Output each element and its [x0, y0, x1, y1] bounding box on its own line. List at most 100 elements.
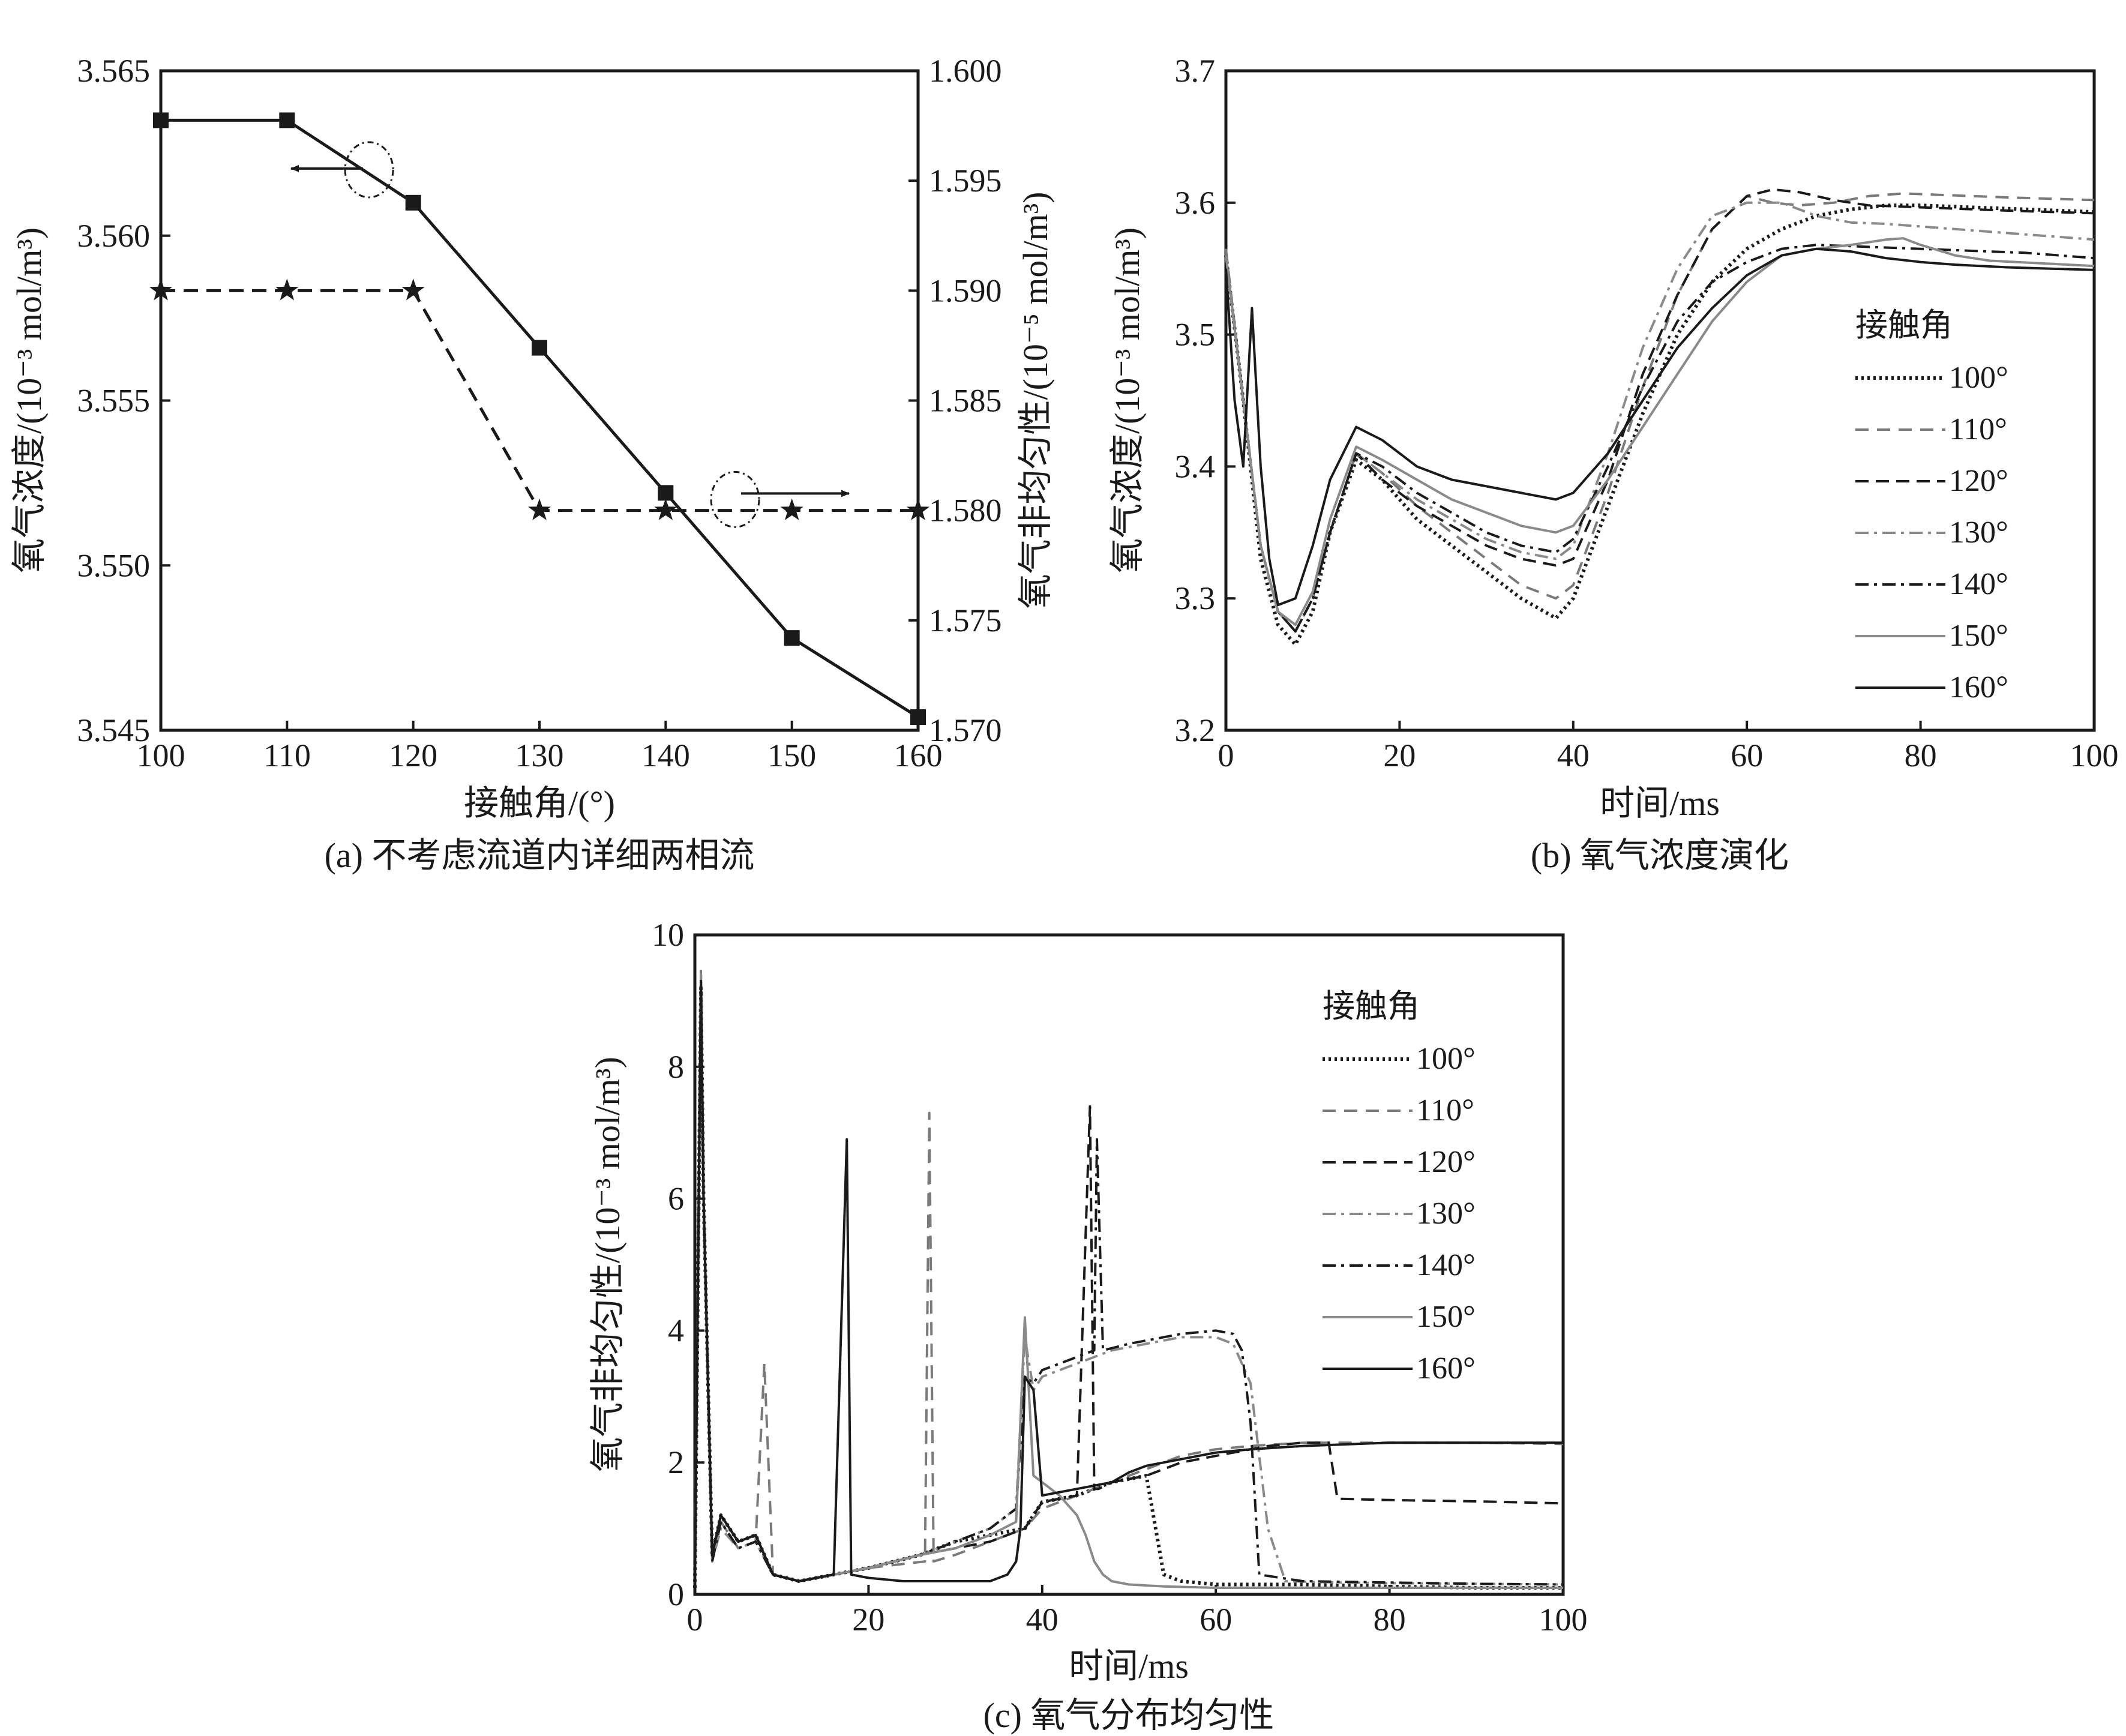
panel-c-y-tick-label: 0 — [668, 1576, 684, 1612]
panel-c-ticks: 0 20 40 60 80 100 0 2 4 6 8 10 — [652, 917, 1588, 1638]
panel-b-y-axis-label: 氧气浓度/(10⁻³ mol/m³) — [1108, 227, 1147, 573]
panel-a-y-axis-label-left: 氧气浓度/(10⁻³ mol/m³) — [10, 227, 49, 573]
panel-c-legend-label: 100° — [1416, 1042, 1476, 1076]
panel-a-x-tick-label: 120 — [389, 737, 437, 773]
panel-a-ticks: 100 110 120 130 140 150 160 3.545 3.550 3.555 3.56… — [77, 53, 1002, 773]
panel-a-x-tick-label: 150 — [767, 737, 816, 773]
panel-a-series-line-square — [161, 118, 919, 719]
panel-a-square-point — [784, 630, 800, 646]
panel-b-legend-title: 接触角 — [1855, 307, 1953, 343]
panel-a-square-point — [153, 112, 169, 128]
panel-a-y-right-tick-label: 1.595 — [929, 163, 1002, 199]
panel-b-y-tick-label: 3.2 — [1175, 712, 1216, 748]
panel-b-x-tick-label: 60 — [1731, 737, 1763, 773]
panel-a-plot-frame — [159, 69, 920, 732]
panel-c-x-tick-label: 60 — [1200, 1602, 1232, 1638]
panel-b-series-100deg — [1224, 203, 2095, 647]
panel-a-chart: 100 110 120 130 140 150 160 3.545 3.550 3.555 3.56… — [10, 53, 1055, 875]
panel-b-series-150deg — [1225, 237, 2095, 626]
panel-a-y-left-tick-label: 3.555 — [77, 383, 151, 419]
panel-c-legend-label: 160° — [1416, 1351, 1476, 1386]
panel-c-y-tick-label: 8 — [668, 1049, 684, 1085]
panel-b-y-tick-label: 3.6 — [1175, 185, 1216, 221]
panel-c-x-tick-label: 40 — [1026, 1602, 1058, 1638]
panel-a-x-axis-label: 接触角/(°) — [464, 784, 615, 823]
panel-a-y-axis-label-right: 氧气非均匀性/(10⁻⁵ mol/m³) — [1016, 192, 1055, 609]
panel-a-square-point — [658, 485, 674, 501]
panel-a-square-point — [279, 112, 295, 128]
panel-b-y-tick-label: 3.5 — [1175, 317, 1216, 353]
panel-b-legend-label: 160° — [1949, 670, 2008, 704]
panel-b-ticks: 0 20 40 60 80 100 3.2 3.3 3.4 3.5 3.6 3.7 — [1175, 53, 2119, 773]
panel-a-series — [149, 112, 929, 725]
panel-b-x-axis-label: 时间/ms — [1600, 784, 1720, 823]
panel-a-square-point — [532, 340, 547, 356]
panel-a-y-right-tick-label: 1.580 — [929, 493, 1002, 529]
panel-c-legend-label: 130° — [1416, 1197, 1476, 1231]
panel-b-series-160deg — [1225, 247, 2095, 607]
panel-c-y-tick-label: 2 — [668, 1444, 684, 1480]
panel-c-y-tick-label: 6 — [668, 1181, 684, 1217]
panel-c-x-tick-label: 80 — [1374, 1602, 1406, 1638]
panel-a-star-point — [654, 498, 677, 520]
panel-a-y-right-tick-label: 1.600 — [929, 53, 1002, 89]
panel-a-y-right-tick-label: 1.590 — [929, 272, 1002, 308]
panel-b-y-tick-label: 3.7 — [1175, 53, 1216, 89]
panel-c-y-tick-label: 10 — [652, 917, 684, 953]
panel-b-chart: 0 20 40 60 80 100 3.2 3.3 3.4 3.5 3.6 3.7 接触角 100° 11… — [1108, 53, 2119, 875]
panel-a-y-left-tick-label: 3.550 — [77, 547, 151, 583]
panel-c-caption: (c) 氧气分布均匀性 — [983, 1696, 1275, 1735]
panel-a-star-point — [149, 278, 172, 301]
panel-c-legend-label: 110° — [1416, 1093, 1474, 1128]
panel-a-y-left-tick-label: 3.560 — [77, 218, 151, 254]
panel-a-y-right-tick-label: 1.575 — [929, 602, 1002, 638]
panel-b-x-tick-label: 100 — [2070, 737, 2119, 773]
panel-a-y-left-tick-label: 3.565 — [77, 53, 151, 89]
panel-a-y-right-tick-label: 1.585 — [929, 383, 1002, 419]
panel-b-caption: (b) 氧气浓度演化 — [1531, 836, 1789, 875]
panel-b-legend: 接触角 100° 110° 120° 130° 140° 150° 160° — [1855, 307, 2008, 704]
panel-b-series — [1224, 188, 2095, 647]
panel-c-legend: 接触角 100° 110° 120° 130° 140° 150° 160° — [1323, 988, 1476, 1386]
panel-b-x-tick-label: 20 — [1383, 737, 1416, 773]
panel-a-star-point — [780, 498, 803, 520]
panel-c-chart: 0 20 40 60 80 100 0 2 4 6 8 10 接触角 100° 110° 120° 130° 1… — [588, 917, 1588, 1735]
panel-a-series-line-star — [161, 289, 918, 512]
panel-b-x-tick-label: 80 — [1905, 737, 1937, 773]
panel-c-x-tick-label: 100 — [1539, 1602, 1588, 1638]
panel-c-y-axis-label: 氧气非均匀性/(10⁻³ mol/m³) — [588, 1057, 627, 1472]
panel-a-x-tick-label: 140 — [641, 737, 690, 773]
panel-a-annotations — [290, 141, 850, 528]
panel-c-series — [693, 967, 1564, 1590]
panel-a-y-left-tick-label: 3.545 — [77, 712, 151, 748]
panel-a-caption: (a) 不考虑流道内详细两相流 — [325, 836, 755, 875]
panel-a-star-point — [401, 278, 425, 301]
panel-a-star-point — [907, 498, 929, 520]
panel-b-legend-label: 150° — [1949, 619, 2008, 653]
panel-a-annotation-circle — [344, 141, 394, 199]
panel-c-legend-label: 140° — [1416, 1248, 1476, 1282]
panel-b-x-tick-label: 0 — [1218, 737, 1234, 773]
panel-b-x-tick-label: 40 — [1557, 737, 1590, 773]
panel-b-legend-label: 130° — [1949, 515, 2008, 550]
panel-c-series-100deg — [693, 985, 1563, 1590]
panel-a-x-tick-label: 160 — [894, 737, 943, 773]
panel-c-x-axis-label: 时间/ms — [1069, 1647, 1189, 1686]
panel-c-x-tick-label: 0 — [687, 1602, 703, 1638]
panel-a-square-point — [405, 194, 421, 211]
panel-c-x-tick-label: 20 — [852, 1602, 884, 1638]
panel-b-y-tick-label: 3.3 — [1175, 580, 1216, 616]
panel-a-x-tick-label: 100 — [137, 737, 185, 773]
panel-a-x-tick-label: 110 — [263, 737, 311, 773]
panel-a-square-point — [910, 709, 926, 725]
panel-b-series-140deg — [1225, 244, 2095, 633]
panel-c-legend-title: 接触角 — [1323, 988, 1420, 1024]
panel-a-star-point — [528, 498, 551, 520]
panel-c-y-tick-label: 4 — [668, 1312, 684, 1348]
panel-b-legend-label: 110° — [1949, 412, 2007, 446]
panel-a-x-tick-label: 130 — [515, 737, 564, 773]
panel-c-plot-frame — [693, 933, 1565, 1596]
panel-a-annotation-circle — [710, 470, 760, 528]
panel-c-series-140deg — [694, 993, 1564, 1588]
